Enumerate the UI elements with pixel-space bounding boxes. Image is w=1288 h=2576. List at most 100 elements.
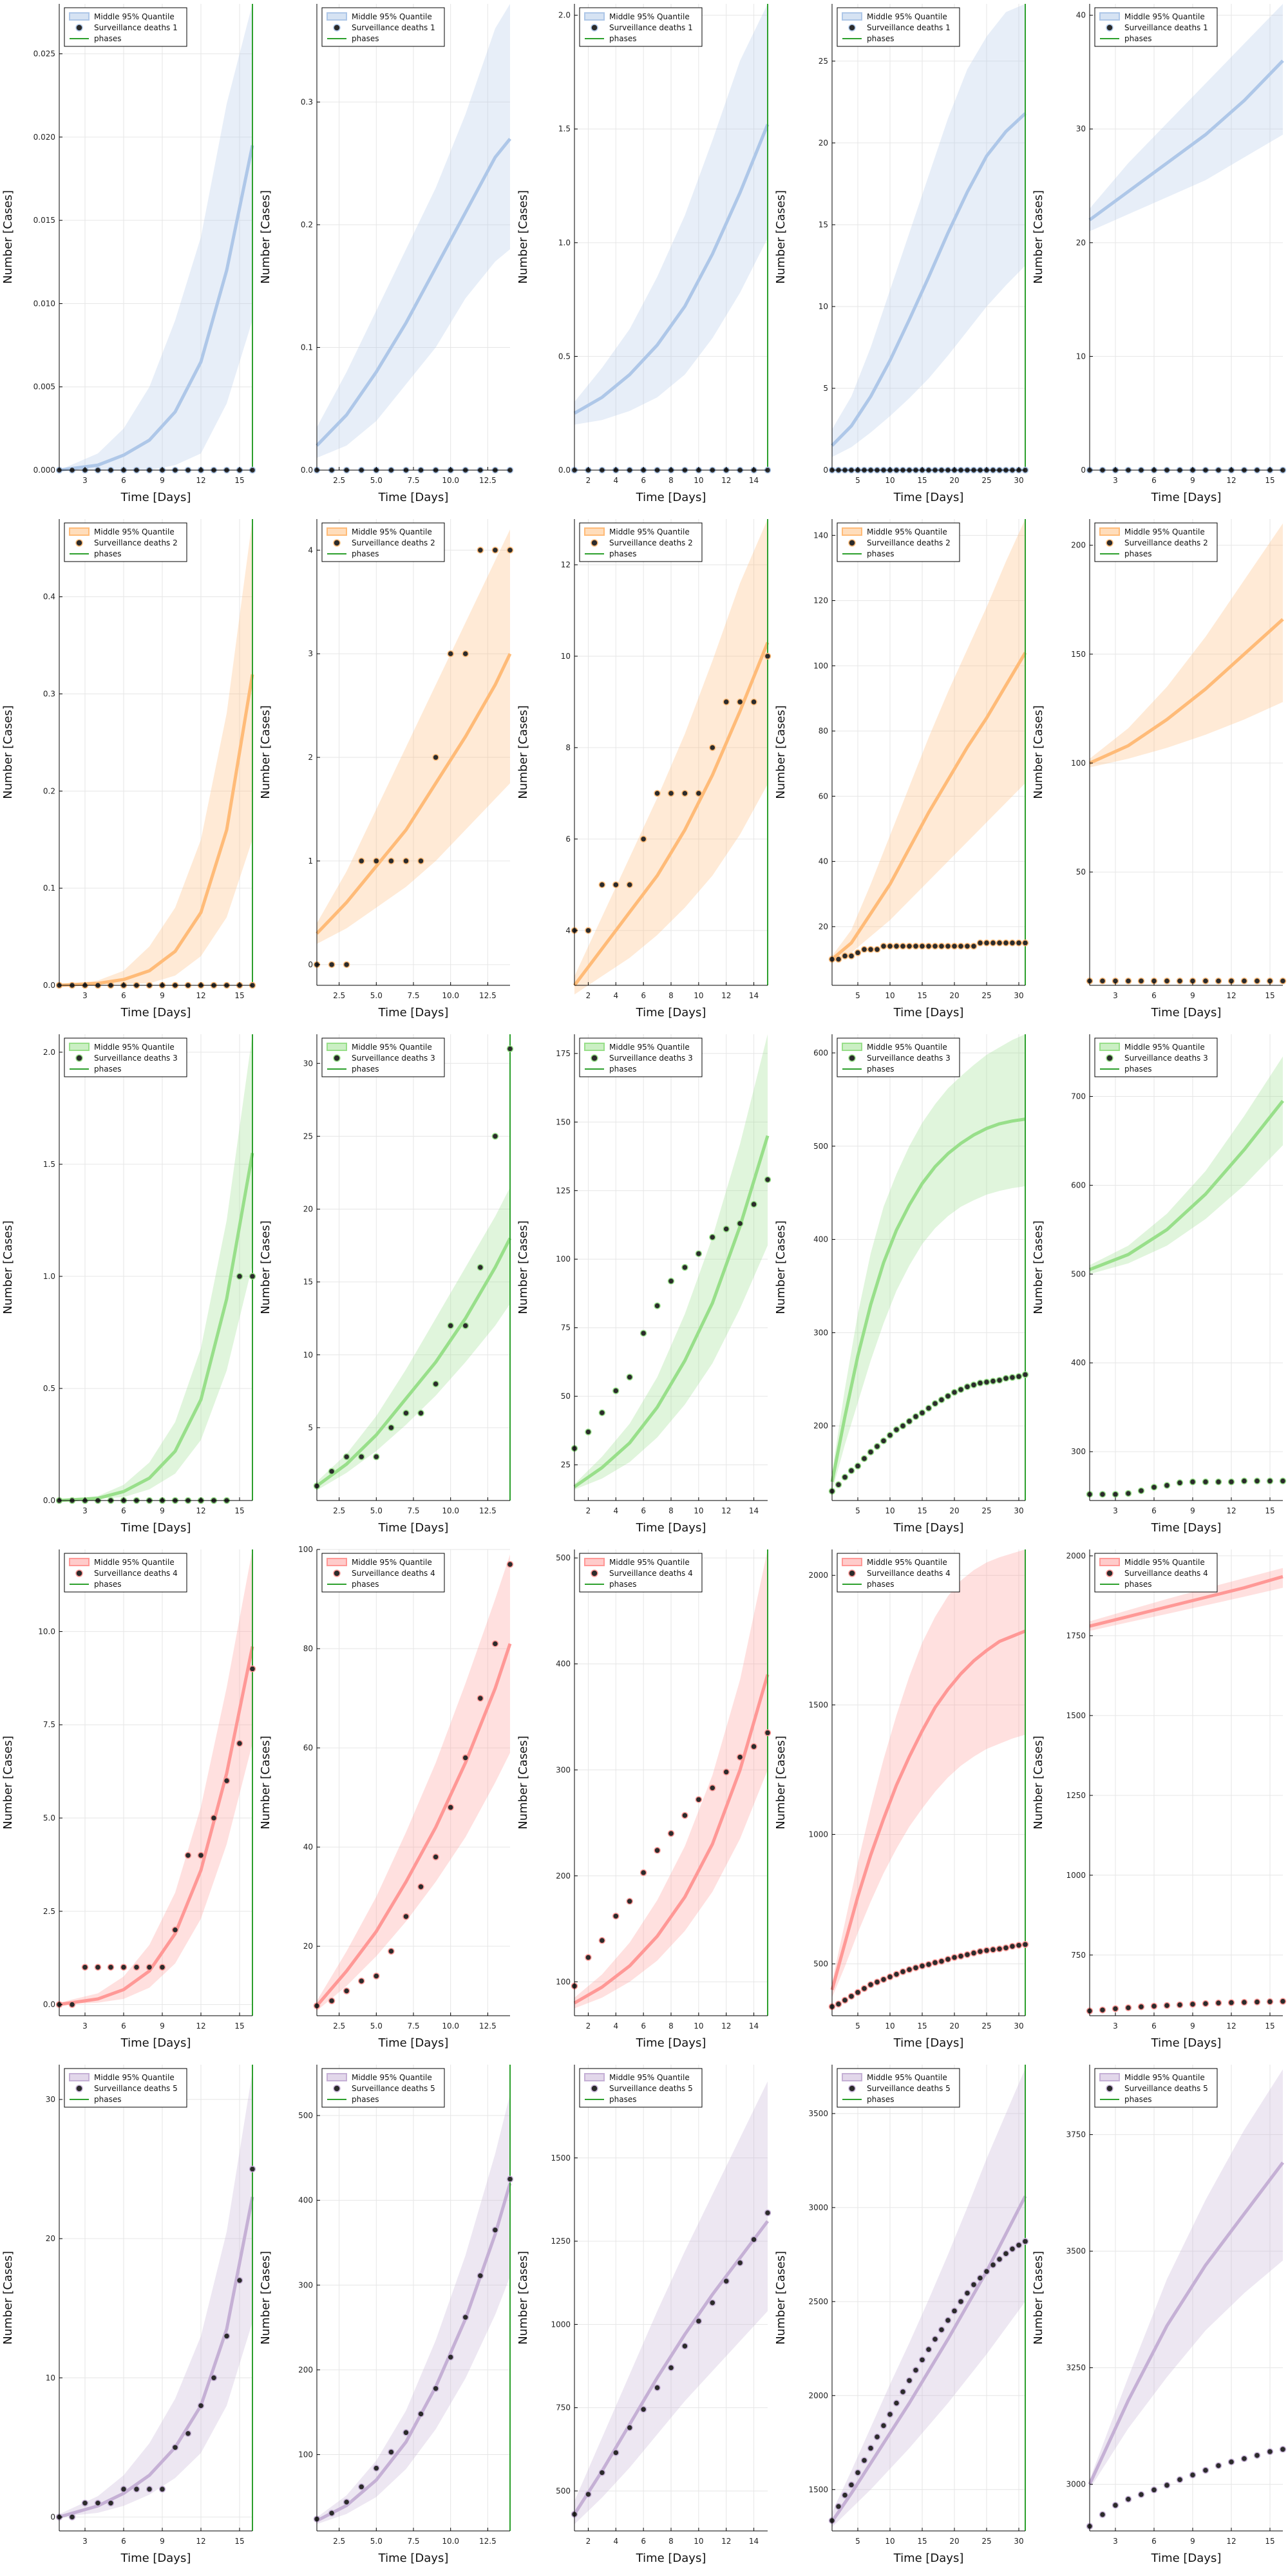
legend: Middle 95% Quantile Surveillance deaths 4… (579, 1553, 703, 1593)
chart-panel-r4-c5: 3 6 9 12 15 750 1000 1250 1500 1750 2000 Time [Days… (1032, 1549, 1287, 2050)
legend: Middle 95% Quantile Surveillance deaths 5… (321, 2068, 445, 2108)
y-tick-label: 125 (556, 1186, 571, 1195)
legend-band-swatch (327, 527, 347, 536)
x-tick-label: 30 (1014, 2022, 1023, 2031)
observed-point (373, 1973, 380, 1980)
x-tick-label: 7.5 (407, 991, 419, 1000)
x-tick-label: 3 (1113, 2537, 1118, 2546)
x-tick-label: 12.5 (479, 2537, 497, 2546)
observed-point (1124, 2496, 1132, 2503)
x-tick-label: 5.0 (370, 2537, 383, 2546)
observed-point (343, 1987, 350, 1994)
x-tick-label: 3 (1113, 476, 1118, 485)
y-tick-label: 500 (813, 1142, 828, 1151)
y-tick-label: 500 (298, 2111, 313, 2120)
y-axis-label: Number [Cases] (1032, 1736, 1045, 1830)
legend-band-swatch (842, 2073, 862, 2081)
observed-point (1002, 1375, 1010, 1382)
observed-point (184, 1852, 192, 1859)
chart-panel-r2-c4: 5 10 15 20 25 30 20 40 60 80 100 120 140 Time [Days] N… (774, 519, 1029, 1019)
observed-point (1112, 1491, 1119, 1498)
y-tick-label: 0.0 (43, 981, 55, 990)
y-axis-label: Number [Cases] (259, 2251, 272, 2345)
observed-point (886, 942, 894, 950)
y-tick-label: 12 (561, 560, 571, 569)
y-tick-label: 60 (819, 791, 828, 800)
legend: Middle 95% Quantile Surveillance deaths 5… (579, 2068, 703, 2108)
x-tick-label: 15 (234, 2537, 244, 2546)
legend-band-label: Middle 95% Quantile (1124, 12, 1205, 21)
observed-point (417, 857, 424, 865)
legend: Middle 95% Quantile Surveillance deaths 1… (579, 7, 703, 47)
observed-point (491, 1640, 499, 1647)
observed-point (447, 2353, 454, 2361)
x-tick-label: 3 (82, 2537, 88, 2546)
y-tick-label: 0.010 (33, 299, 55, 308)
observed-point (328, 1997, 336, 2005)
observed-point (938, 2326, 945, 2333)
observed-point (598, 1937, 606, 1944)
legend-observed-marker (75, 539, 83, 547)
median-line (830, 2195, 1027, 2523)
observed-point (880, 942, 887, 950)
x-tick-label: 3 (82, 1506, 88, 1515)
observed-point (963, 942, 971, 950)
x-tick-label: 20 (949, 2022, 959, 2031)
y-tick-label: 20 (303, 1205, 313, 1214)
observed-point (764, 1176, 772, 1183)
x-tick-label: 15 (1265, 2537, 1274, 2546)
legend: Middle 95% Quantile Surveillance deaths 2… (579, 522, 703, 562)
legend-observed-marker (1106, 539, 1113, 547)
observed-point (654, 1302, 661, 1309)
y-tick-label: 2.0 (558, 11, 571, 20)
observed-point (860, 1455, 868, 1463)
observed-point (236, 2277, 243, 2284)
x-axis-label: Time [Days] (1151, 491, 1222, 504)
x-axis-label: Time [Days] (378, 491, 449, 504)
observed-point (388, 1947, 395, 1955)
observed-point (764, 1729, 772, 1736)
y-tick-label: 0 (50, 2512, 55, 2521)
observed-point (1163, 1482, 1171, 1489)
x-tick-label: 5 (855, 2537, 860, 2546)
y-axis-label: Number [Cases] (259, 190, 272, 284)
x-tick-label: 2 (586, 2022, 591, 2031)
observed-point (835, 1481, 842, 1488)
observed-point (491, 1133, 499, 1140)
observed-point (695, 1250, 703, 1257)
y-tick-label: 300 (813, 1328, 828, 1337)
median-line (316, 1237, 512, 1488)
y-tick-label: 20 (46, 2234, 55, 2243)
legend-box (321, 7, 445, 47)
x-tick-label: 12 (721, 2537, 731, 2546)
observed-point (447, 1322, 454, 1329)
legend-band-label: Middle 95% Quantile (94, 2073, 175, 2082)
x-tick-label: 6 (121, 1506, 126, 1515)
y-axis-label: Number [Cases] (1032, 2251, 1045, 2345)
observed-point (1240, 1477, 1248, 1484)
y-tick-label: 150 (1071, 650, 1086, 659)
x-tick-label: 9 (1190, 2537, 1195, 2546)
observed-point (1189, 1478, 1197, 1486)
x-tick-label: 20 (949, 1506, 959, 1515)
median-line (59, 1153, 254, 1502)
y-tick-label: 0.5 (43, 1384, 55, 1393)
x-tick-label: 6 (1151, 476, 1157, 485)
y-tick-label: 0.5 (558, 352, 571, 361)
observed-point (912, 1964, 920, 1971)
y-tick-label: 0 (1081, 466, 1086, 475)
x-axis-label: Time [Days] (120, 491, 191, 504)
legend: Middle 95% Quantile Surveillance deaths 4… (1094, 1553, 1218, 1593)
y-tick-label: 10 (1076, 352, 1086, 361)
y-tick-label: 1 (308, 857, 313, 866)
median-line (59, 674, 254, 987)
legend: Middle 95% Quantile Surveillance deaths 3… (1094, 1037, 1218, 1077)
legend-observed-label: Surveillance deaths 3 (609, 1054, 693, 1063)
y-axis-label: Number [Cases] (1032, 705, 1045, 799)
observed-point (854, 1463, 862, 1470)
legend-observed-marker (848, 1569, 856, 1577)
y-tick-label: 3750 (1066, 2130, 1086, 2139)
x-tick-label: 25 (981, 2537, 991, 2546)
y-tick-label: 0.3 (301, 97, 313, 106)
y-tick-label: 1000 (1066, 1871, 1086, 1880)
